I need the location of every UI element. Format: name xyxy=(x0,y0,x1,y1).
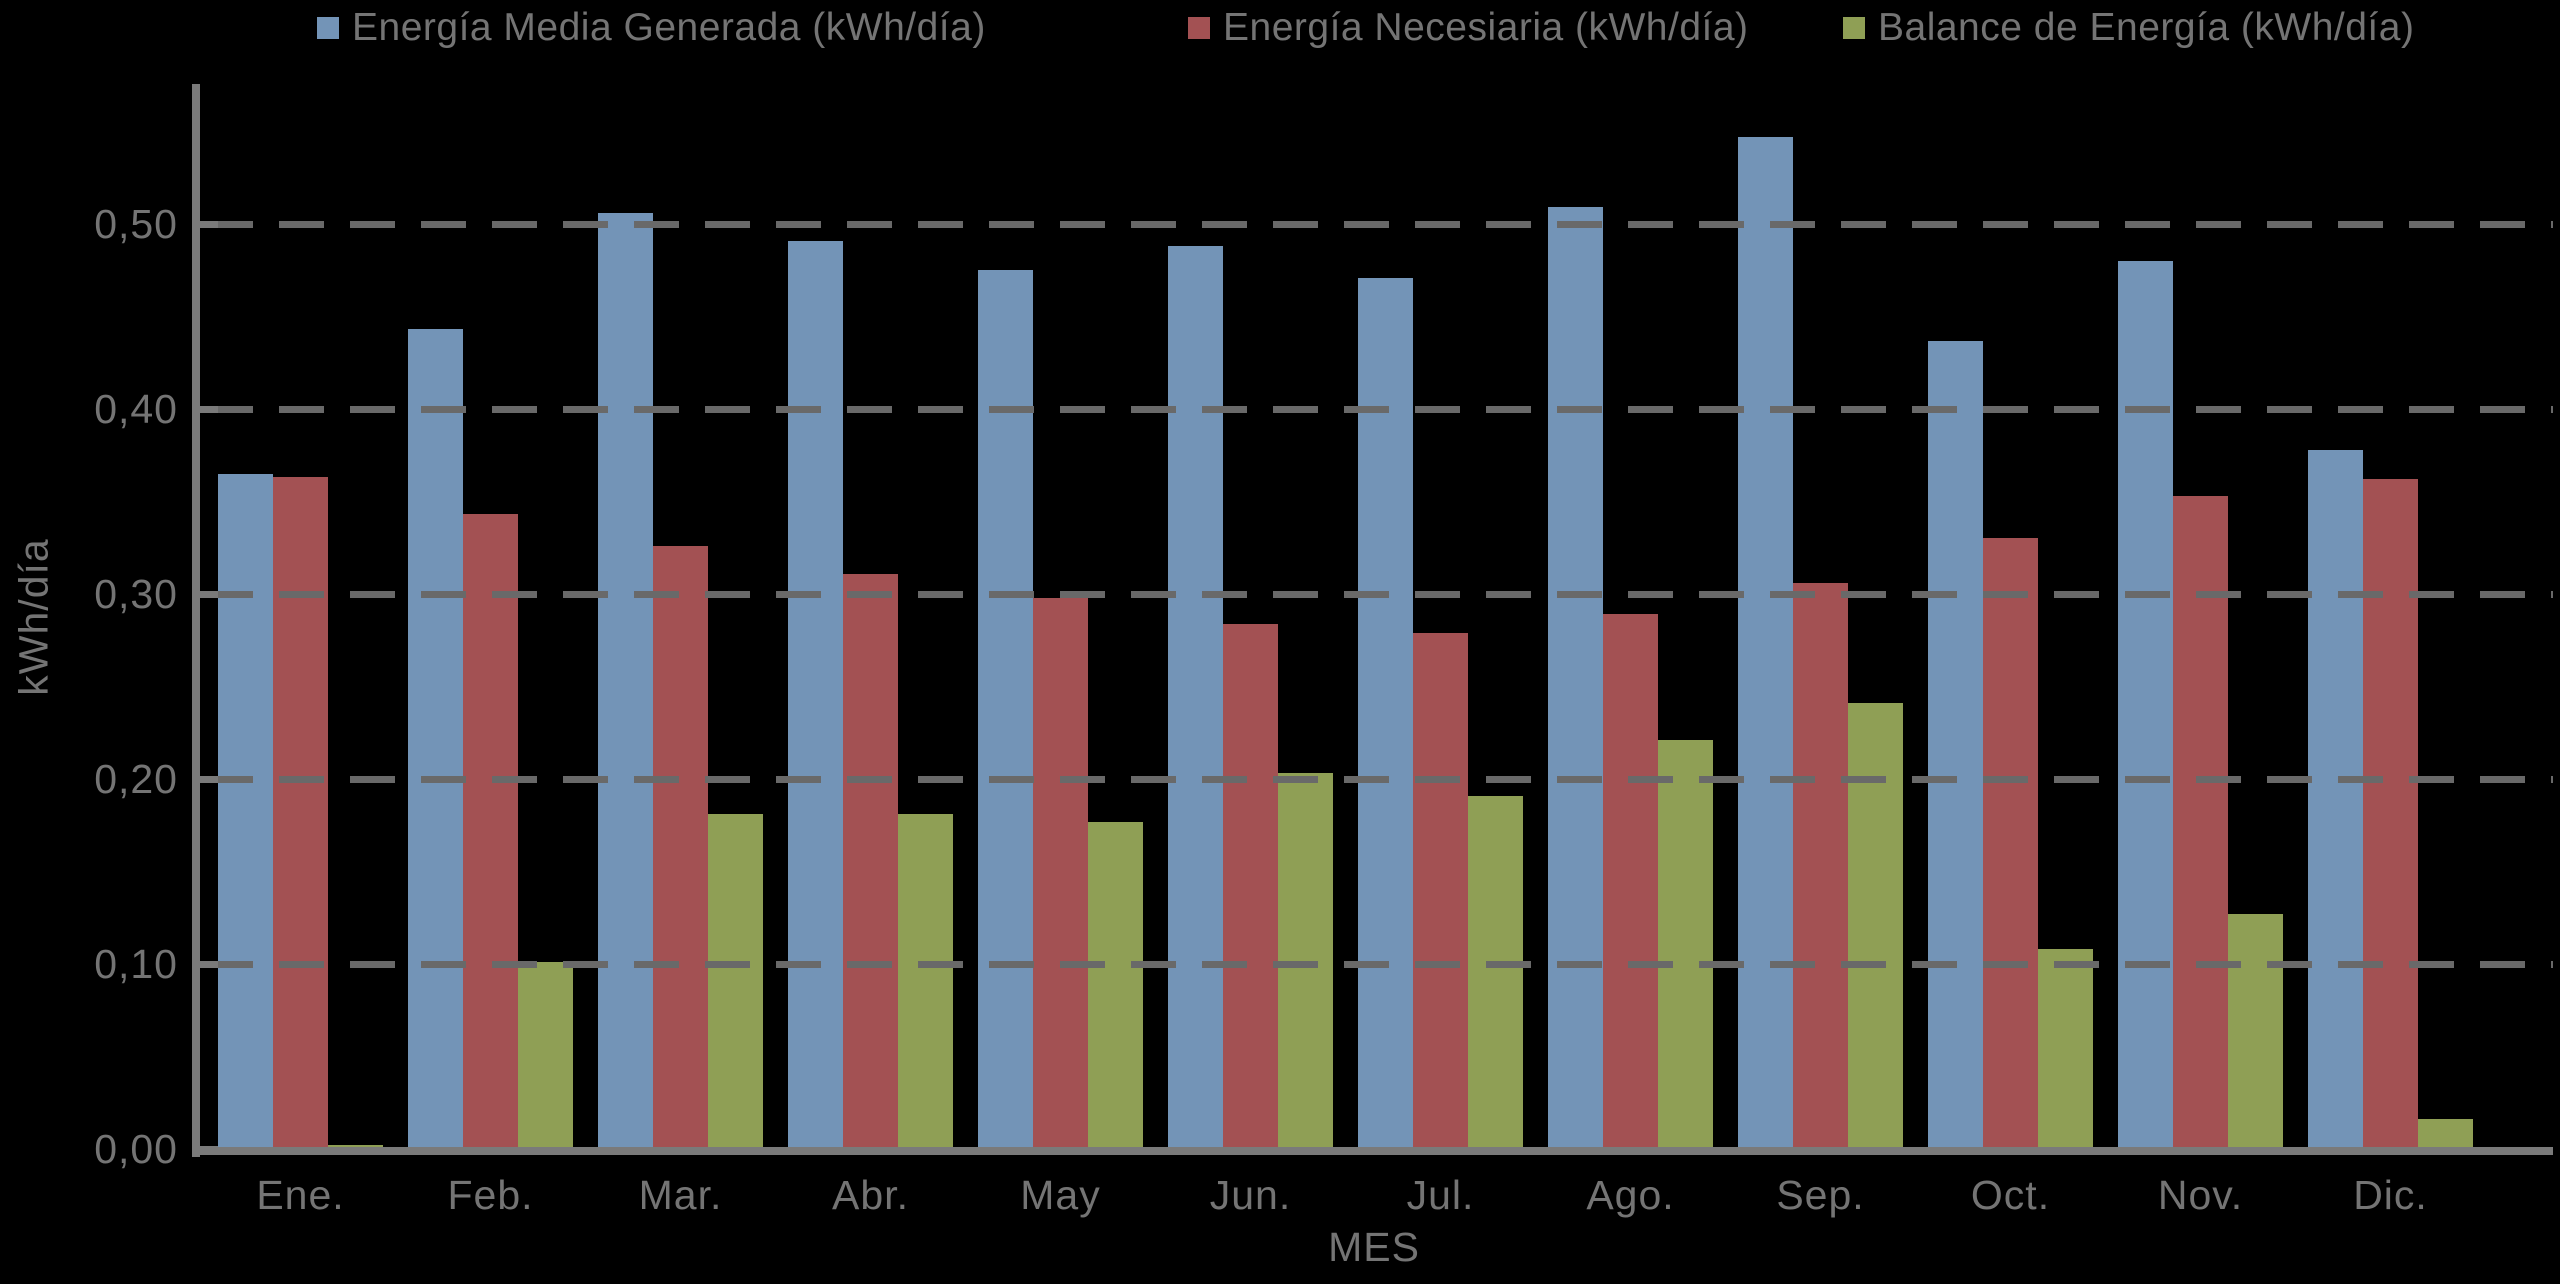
legend-item-balance: Balance de Energía (kWh/día) xyxy=(1843,6,2414,50)
legend-item-necesaria: Energía Necesiaria (kWh/día) xyxy=(1188,6,1749,50)
bar-balance-nov xyxy=(2228,914,2283,1149)
bar-generada-mar xyxy=(598,213,653,1149)
gridline-0,30 xyxy=(208,591,2553,598)
bar-necesaria-jul xyxy=(1413,633,1468,1149)
x-tick-label-dic: Dic. xyxy=(2353,1172,2428,1218)
y-tick-label: 0,20 xyxy=(94,756,178,802)
bar-generada-may xyxy=(978,270,1033,1149)
x-axis-line xyxy=(192,1147,2553,1155)
legend-label-necesaria: Energía Necesiaria (kWh/día) xyxy=(1223,6,1749,49)
legend-label-balance: Balance de Energía (kWh/día) xyxy=(1878,6,2415,49)
gridline-0,20 xyxy=(208,776,2553,783)
bar-necesaria-ene xyxy=(273,477,328,1149)
y-axis-line xyxy=(192,84,200,1157)
x-tick-label-feb: Feb. xyxy=(447,1172,534,1218)
bar-balance-abr xyxy=(898,814,953,1149)
x-axis-title: MES xyxy=(1328,1224,1420,1270)
bar-necesaria-oct xyxy=(1983,538,2038,1149)
bar-balance-ago xyxy=(1658,740,1713,1149)
x-tick-label-oct: Oct. xyxy=(1970,1172,2051,1218)
bar-balance-dic xyxy=(2418,1119,2473,1149)
y-tick-label: 0,40 xyxy=(94,386,178,432)
bar-generada-abr xyxy=(788,241,843,1149)
y-tick-0,10 xyxy=(200,961,218,968)
x-tick-label-jul: Jul. xyxy=(1406,1172,1475,1218)
legend-item-generada: Energía Media Generada (kWh/día) xyxy=(317,6,986,50)
y-tick-0,00 xyxy=(200,1146,218,1153)
x-tick-label-jun: Jun. xyxy=(1209,1172,1292,1218)
gridline-0,10 xyxy=(208,961,2553,968)
bar-necesaria-may xyxy=(1033,598,1088,1149)
bar-necesaria-sep xyxy=(1793,583,1848,1149)
y-tick-0,50 xyxy=(200,221,218,228)
bar-necesaria-ago xyxy=(1603,614,1658,1149)
bar-balance-mar xyxy=(708,814,763,1149)
y-tick-0,30 xyxy=(200,591,218,598)
legend-swatch-generada xyxy=(317,17,339,39)
bar-generada-ene xyxy=(218,474,273,1149)
bar-necesaria-dic xyxy=(2363,479,2418,1149)
legend-label-generada: Energía Media Generada (kWh/día) xyxy=(352,6,986,49)
bar-balance-may xyxy=(1088,822,1143,1149)
bar-generada-jun xyxy=(1168,246,1223,1149)
y-tick-label: 0,30 xyxy=(94,571,178,617)
bar-generada-dic xyxy=(2308,450,2363,1149)
bar-balance-jul xyxy=(1468,796,1523,1149)
x-tick-label-sep: Sep. xyxy=(1776,1172,1865,1218)
bar-balance-sep xyxy=(1848,703,1903,1149)
bar-generada-nov xyxy=(2118,261,2173,1149)
bar-balance-feb xyxy=(518,962,573,1149)
bar-necesaria-nov xyxy=(2173,496,2228,1149)
bar-generada-ago xyxy=(1548,207,1603,1149)
bar-balance-oct xyxy=(2038,949,2093,1149)
y-tick-0,40 xyxy=(200,406,218,413)
bar-necesaria-feb xyxy=(463,514,518,1149)
y-tick-label: 0,10 xyxy=(94,941,178,987)
bar-generada-feb xyxy=(408,329,463,1149)
y-tick-label: 0,50 xyxy=(94,201,178,247)
bar-generada-oct xyxy=(1928,341,1983,1149)
bar-generada-jul xyxy=(1358,278,1413,1149)
bar-necesaria-jun xyxy=(1223,624,1278,1149)
x-tick-label-mar: Mar. xyxy=(638,1172,723,1218)
legend-swatch-balance xyxy=(1843,17,1865,39)
bar-generada-sep xyxy=(1738,137,1793,1149)
x-tick-label-ago: Ago. xyxy=(1586,1172,1675,1218)
bar-necesaria-abr xyxy=(843,574,898,1149)
bar-necesaria-mar xyxy=(653,546,708,1149)
y-tick-label: 0,00 xyxy=(94,1126,178,1172)
gridline-0,50 xyxy=(208,221,2553,228)
x-tick-label-nov: Nov. xyxy=(2157,1172,2244,1218)
legend-swatch-necesaria xyxy=(1188,17,1210,39)
x-tick-label-may: May xyxy=(1020,1172,1101,1218)
y-tick-0,20 xyxy=(200,776,218,783)
x-tick-label-abr: Abr. xyxy=(832,1172,909,1218)
x-tick-label-ene: Ene. xyxy=(256,1172,345,1218)
gridline-0,40 xyxy=(208,406,2553,413)
